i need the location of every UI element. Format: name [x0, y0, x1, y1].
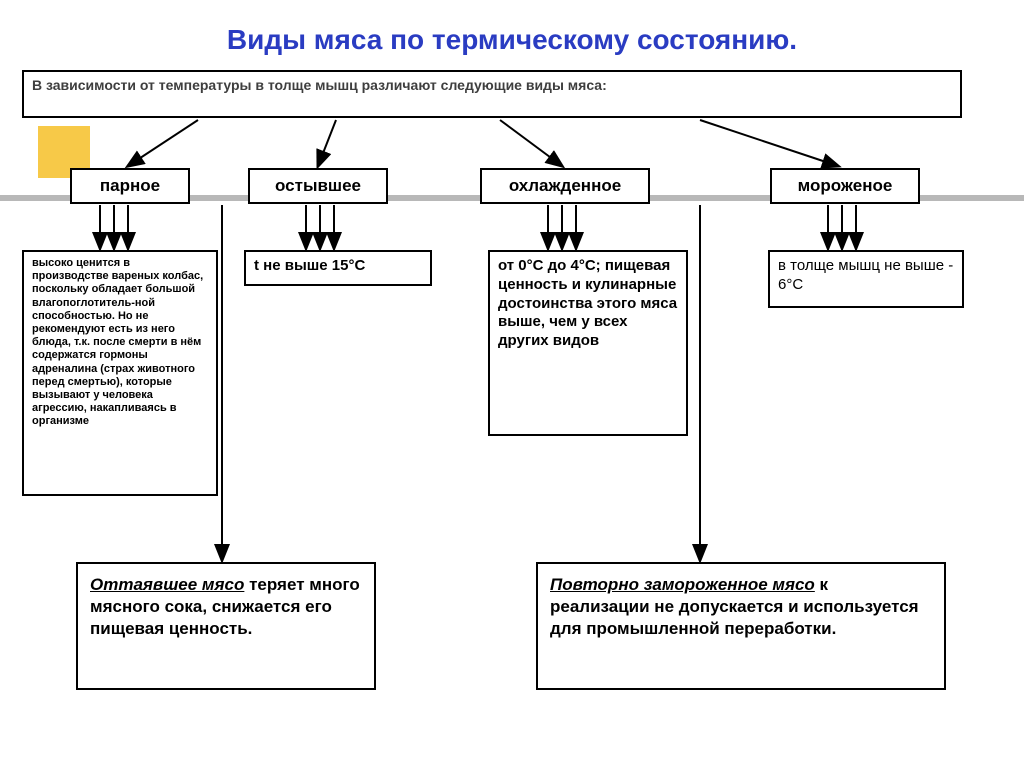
category-parnoe: парное: [70, 168, 190, 204]
moroz-desc: в толще мышц не выше - 6°С: [768, 250, 964, 308]
ohlazh-desc: от 0°С до 4°С; пищевая ценность и кулина…: [488, 250, 688, 436]
category-ohlazh: охлажденное: [480, 168, 650, 204]
intro-box: В зависимости от температуры в толще мыш…: [22, 70, 962, 118]
page-title: Виды мяса по термическому состоянию.: [0, 24, 1024, 56]
bottom-thawed: Оттаявшее мясо теряет много мясного сока…: [76, 562, 376, 690]
bottom-heading-refrozen: Повторно замороженное мясо: [550, 575, 815, 594]
parnoe-desc: высоко ценится в производстве вареных ко…: [22, 250, 218, 496]
category-moroz: мороженое: [770, 168, 920, 204]
category-ostyv: остывшее: [248, 168, 388, 204]
ostyv-desc: t не выше 15°С: [244, 250, 432, 286]
bottom-heading-thawed: Оттаявшее мясо: [90, 575, 244, 594]
bottom-refrozen: Повторно замороженное мясо к реализации …: [536, 562, 946, 690]
